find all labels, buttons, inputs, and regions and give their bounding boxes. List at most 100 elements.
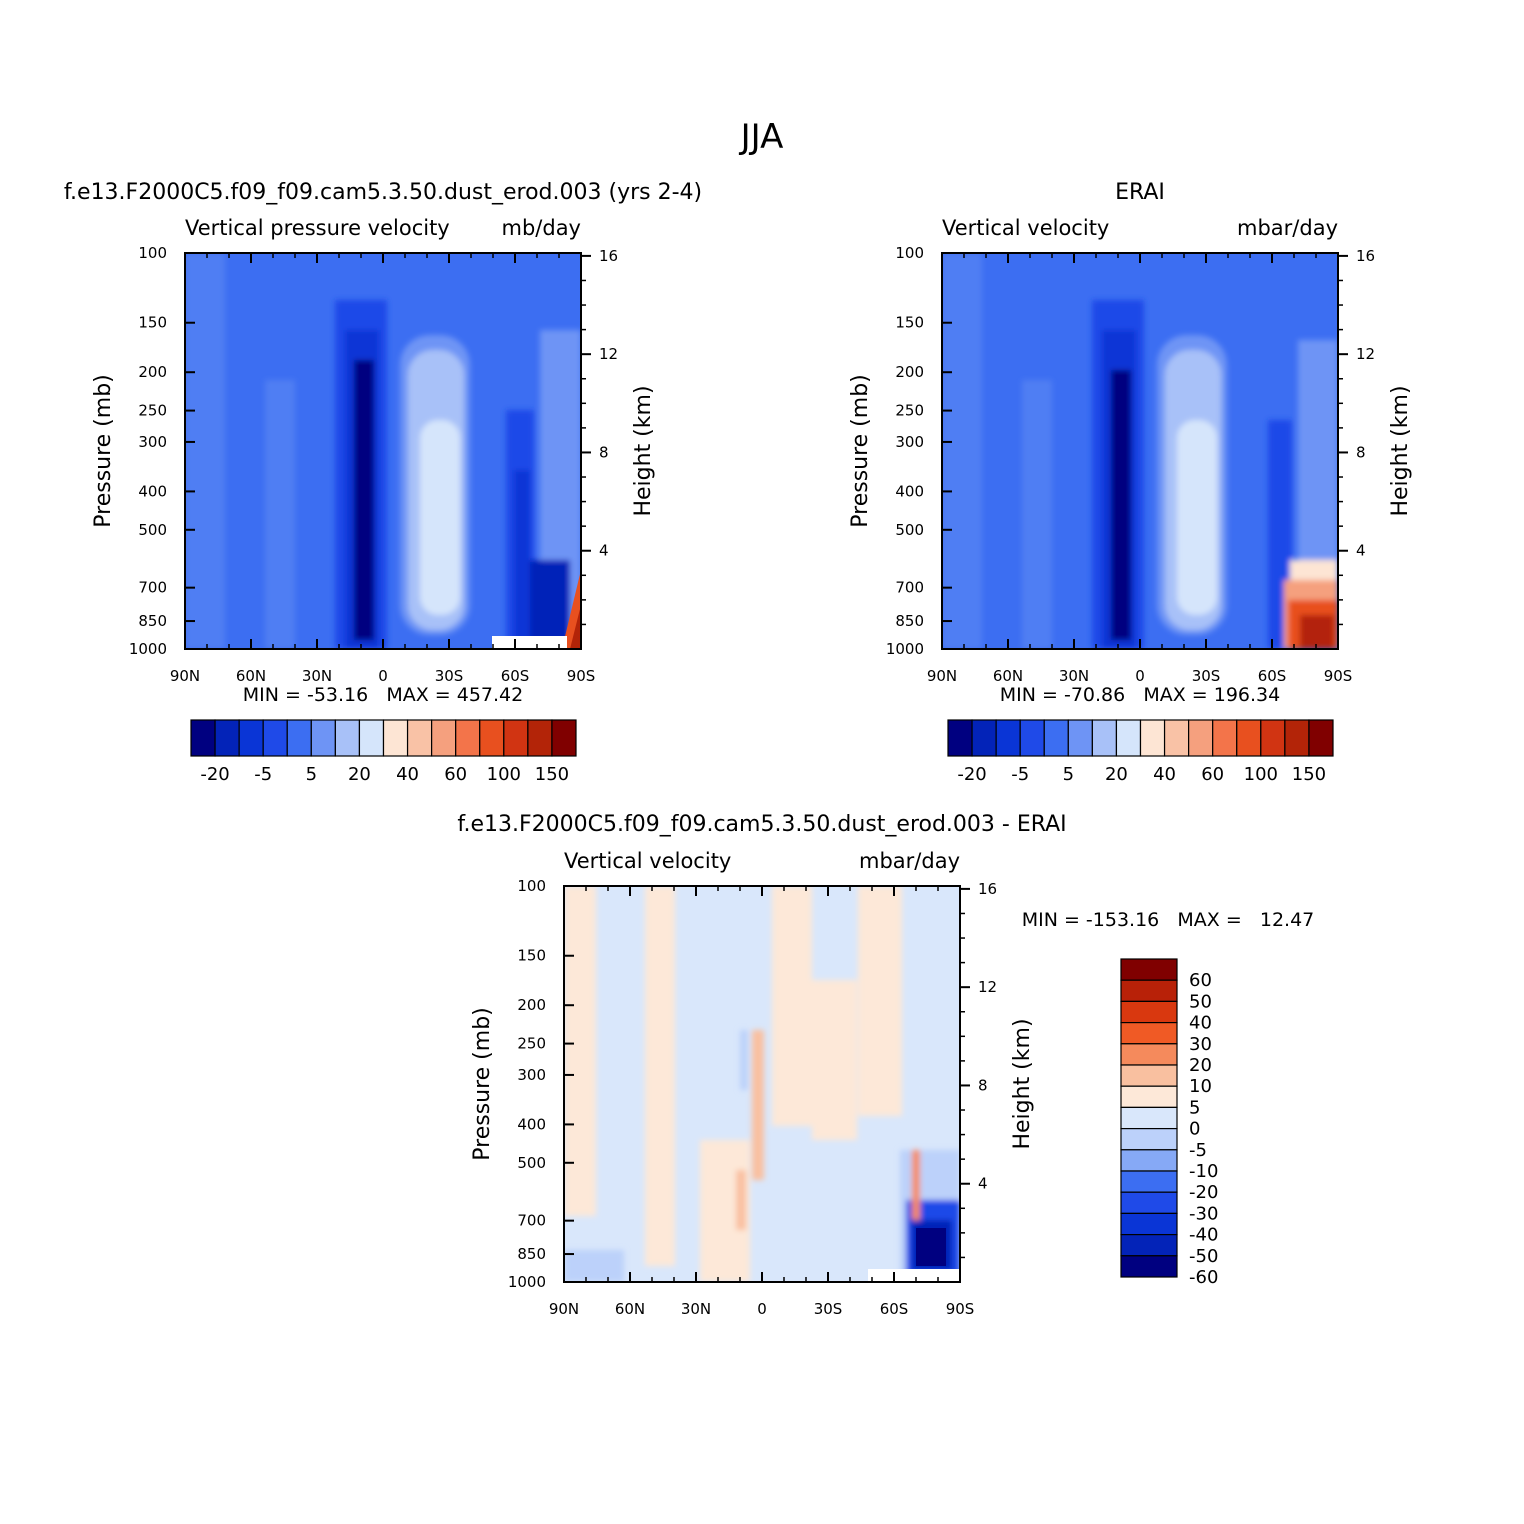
y-tick-label: 700 (138, 579, 167, 597)
colorbar-label: -5 (254, 764, 272, 785)
colorbar-label: 0 (1189, 1119, 1200, 1140)
contour-band (354, 360, 374, 640)
colorbar-box (1120, 1127, 1178, 1151)
colorbar-label: 5 (306, 764, 317, 785)
contour-band (1300, 615, 1334, 649)
colorbar-box (334, 719, 361, 757)
colorbar-box (947, 719, 973, 757)
colorbar-label: -40 (1189, 1225, 1218, 1246)
x-tick-label: 30S (435, 667, 464, 685)
contour-band (265, 380, 295, 649)
contour-band (185, 253, 225, 649)
colorbar-label: 40 (396, 764, 419, 785)
panel-erai: ERAI Vertical velocity mbar/day (848, 180, 1413, 785)
colorbar-box (1120, 1043, 1178, 1066)
y-tick-label: 850 (895, 612, 924, 630)
y-tick-label: 300 (138, 433, 167, 451)
field-contours (185, 253, 581, 649)
colorbar-box (310, 719, 336, 757)
x-tick-label: 60S (880, 1300, 909, 1318)
axes: 90N 60N 30N 0 30S 60S 90S 100 150 200 250 300 400 500… (129, 244, 618, 685)
y-tick-label: 700 (895, 579, 924, 597)
y2-tick-label: 16 (1356, 247, 1375, 265)
y2-axis-label: Height (km) (1010, 1018, 1035, 1149)
min-max-stats: MIN = -153.16 MAX = 12.47 (1022, 909, 1315, 931)
contour-band (772, 886, 812, 1126)
colorbar-label: 60 (1201, 764, 1224, 785)
x-tick-label: 0 (378, 667, 388, 685)
colorbar-box (431, 719, 457, 757)
colorbar: -20 -5 5 20 40 60 100 150 (947, 719, 1334, 785)
min-max-stats: MIN = -70.86 MAX = 196.34 (1000, 684, 1280, 706)
contour-band (420, 420, 460, 615)
y-tick-label: 1000 (129, 640, 167, 658)
y-tick-label: 500 (138, 521, 167, 539)
colorbar-box (1115, 719, 1142, 757)
x-tick-label: 60N (993, 667, 1023, 685)
colorbar-box (1284, 719, 1310, 757)
y-tick-label: 400 (517, 1115, 546, 1133)
field-contours (564, 886, 960, 1282)
x-tick-label: 90S (1324, 667, 1353, 685)
colorbar-box (382, 719, 409, 757)
colorbar-label: 40 (1153, 764, 1176, 785)
y-tick-label: 500 (895, 521, 924, 539)
y-tick-label: 250 (517, 1035, 546, 1053)
colorbar-box (1091, 719, 1118, 757)
colorbar-box (479, 719, 505, 757)
colorbar-box (1212, 719, 1238, 757)
colorbar-box (1236, 719, 1262, 757)
colorbar-label: 30 (1189, 1034, 1212, 1055)
colorbar-label: 20 (348, 764, 371, 785)
panel-title: f.e13.F2000C5.f09_f09.cam5.3.50.dust_ero… (457, 812, 1066, 837)
field-layer (185, 253, 581, 649)
y-tick-label: 300 (895, 433, 924, 451)
colorbar-label: 60 (1189, 970, 1212, 991)
colorbar-box (1120, 1149, 1178, 1172)
x-tick-label: 60N (236, 667, 266, 685)
colorbar-box (1043, 719, 1069, 757)
panel-difference: f.e13.F2000C5.f09_f09.cam5.3.50.dust_ero… (457, 812, 1314, 1318)
y-tick-label: 1000 (508, 1273, 546, 1291)
colorbar-box (214, 719, 240, 757)
colorbar-label: -50 (1189, 1246, 1218, 1267)
panel-title: ERAI (1115, 180, 1165, 205)
colorbar-box (406, 719, 433, 757)
colorbar-label: 20 (1105, 764, 1128, 785)
contour-band (916, 1228, 946, 1266)
y-tick-label: 150 (517, 947, 546, 965)
y-tick-label: 250 (138, 402, 167, 420)
x-tick-label: 30S (814, 1300, 843, 1318)
y-tick-label: 300 (517, 1066, 546, 1084)
y-tick-label: 400 (138, 482, 167, 500)
x-tick-label: 60S (501, 667, 530, 685)
y-tick-label: 400 (895, 482, 924, 500)
y-tick-label: 150 (895, 314, 924, 332)
colorbar-box (1120, 958, 1178, 981)
variable-label: Vertical velocity (564, 849, 731, 873)
colorbar-box (503, 719, 529, 757)
colorbar-box (262, 719, 288, 757)
colorbar-label: 100 (487, 764, 521, 785)
panel-title: f.e13.F2000C5.f09_f09.cam5.3.50.dust_ero… (64, 180, 702, 205)
colorbar-box (995, 719, 1021, 757)
colorbar-box (1120, 1021, 1178, 1045)
y-tick-label: 100 (138, 244, 167, 262)
field-layer (942, 253, 1338, 649)
colorbar-label: -10 (1189, 1161, 1218, 1182)
colorbar-box (1120, 1064, 1178, 1087)
x-tick-label: 90N (170, 667, 200, 685)
colorbar-box (190, 719, 216, 757)
x-tick-label: 30N (681, 1300, 711, 1318)
y2-tick-label: 8 (1356, 443, 1366, 461)
y-axis-label: Pressure (mb) (848, 374, 873, 528)
colorbar-box (1120, 1191, 1178, 1214)
colorbar-box (971, 719, 997, 757)
y2-tick-label: 16 (978, 880, 997, 898)
colorbar-label: 10 (1189, 1076, 1212, 1097)
colorbar-box (551, 719, 577, 757)
colorbar-label: -20 (1189, 1182, 1218, 1203)
units-label: mb/day (502, 216, 582, 240)
colorbar-box (1019, 719, 1045, 757)
